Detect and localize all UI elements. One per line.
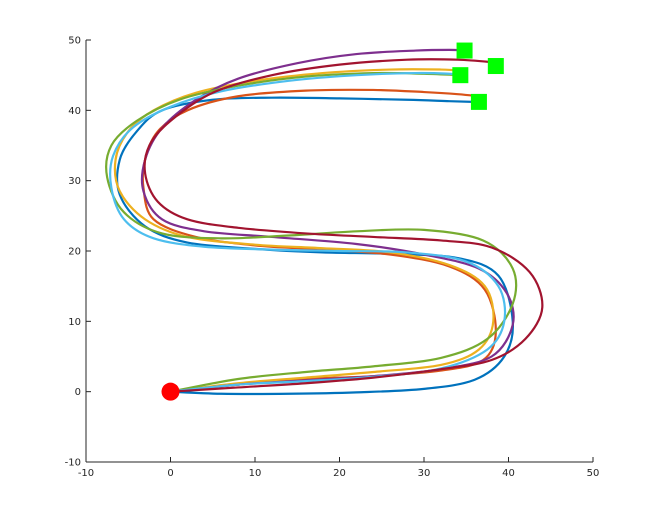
trajectory-line-5: [105, 71, 518, 393]
trajectory-series-group: [105, 48, 544, 396]
y-tick-label: 40: [68, 106, 81, 117]
x-tick-label: 20: [333, 468, 346, 479]
goal-marker-3: [452, 67, 469, 84]
x-tick-label: 0: [167, 468, 173, 479]
goal-marker-4: [470, 93, 487, 110]
goal-marker-1: [456, 42, 473, 59]
x-tick-label: 10: [249, 468, 262, 479]
y-tick-label: 0: [75, 387, 81, 398]
goal-marker-2: [487, 58, 504, 75]
x-tick-label: -10: [78, 468, 94, 479]
trajectory-line-3: [113, 68, 495, 393]
y-tick-label: 30: [68, 176, 81, 187]
y-tick-label: 20: [68, 247, 81, 258]
trajectory-line-7: [143, 58, 544, 393]
x-tick-label: 50: [587, 468, 600, 479]
axes: -10 0 10 20 30 40 50 -10 0 10 20 30 40 50: [65, 36, 600, 480]
marker-group: [161, 42, 504, 401]
y-tick-label: -10: [65, 458, 81, 469]
x-tick-label: 40: [502, 468, 515, 479]
y-tick-label: 50: [68, 36, 81, 47]
start-marker: [161, 382, 180, 401]
x-tick-label: 30: [418, 468, 431, 479]
y-tick-label: 10: [68, 317, 81, 328]
